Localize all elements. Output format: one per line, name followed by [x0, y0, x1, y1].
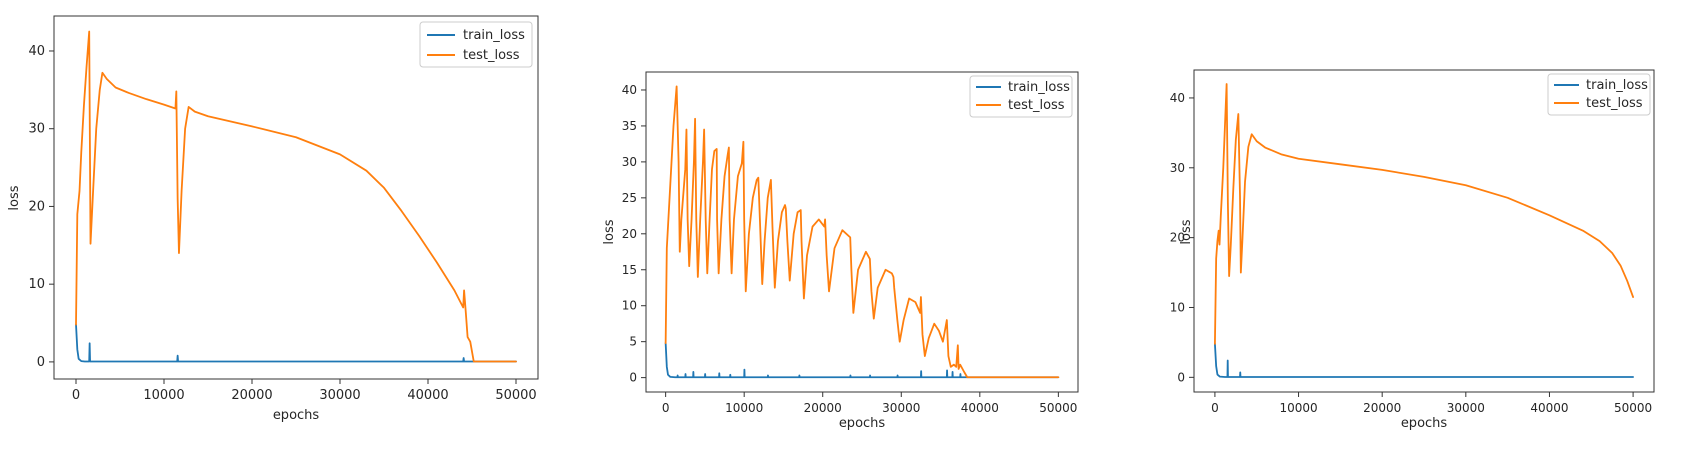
tick-group: 0 10000 20000 30000 40000 50000 0 10 20 30 40	[1170, 91, 1652, 415]
y-tick-label: 10	[622, 299, 637, 313]
series-line-test-loss	[664, 85, 1060, 379]
x-tick-label: 0	[662, 401, 670, 415]
plot-area-frame	[645, 71, 1079, 393]
y-tick-label: 15	[622, 263, 637, 277]
x-tick-label: 10000	[1279, 401, 1317, 415]
series-line-test-loss	[1214, 83, 1634, 345]
x-tick-label: 30000	[1447, 401, 1485, 415]
legend-label-test-loss: test_loss	[1586, 96, 1643, 111]
series-line-train-loss	[75, 323, 517, 363]
legend-label-train-loss: train_loss	[1008, 80, 1070, 95]
legend-label-train-loss: train_loss	[463, 28, 525, 43]
series-group	[664, 85, 1060, 379]
y-tick-label: 20	[1170, 231, 1185, 245]
x-tick-label: 20000	[1363, 401, 1401, 415]
legend: train_loss test_loss	[1547, 73, 1651, 116]
x-tick-label: 50000	[495, 388, 536, 403]
y-tick-label: 0	[37, 355, 45, 370]
y-tick-label: 25	[622, 191, 637, 205]
series-group	[1214, 83, 1634, 378]
x-axis-label: epochs	[273, 408, 320, 423]
y-axis-label: loss	[1179, 219, 1194, 244]
y-axis-label: loss	[7, 185, 22, 210]
series-line-train-loss	[1214, 342, 1634, 378]
y-tick-label: 5	[629, 335, 637, 349]
chart-panel-2: 0 10000 20000 30000 40000 50000 0 5 10 15 20 25 30 35…	[602, 71, 1079, 431]
y-tick-label: 40	[28, 44, 45, 59]
x-tick-label: 40000	[961, 401, 999, 415]
x-tick-label: 20000	[804, 401, 842, 415]
plot-area-frame	[1193, 69, 1655, 393]
legend: train_loss test_loss	[419, 21, 533, 68]
y-tick-label: 0	[629, 371, 637, 385]
plot-area-frame	[53, 15, 539, 380]
y-axis-label: loss	[602, 219, 617, 244]
legend-label-test-loss: test_loss	[1008, 98, 1065, 113]
chart-panel-1: 0 10000 20000 30000 40000 50000 0 10 20 30 40 epoc…	[7, 15, 539, 423]
x-tick-label: 0	[1211, 401, 1219, 415]
x-axis-label: epochs	[1401, 416, 1448, 431]
x-tick-label: 50000	[1614, 401, 1652, 415]
series-group	[75, 30, 517, 363]
y-tick-label: 10	[1170, 300, 1185, 314]
y-tick-label: 20	[28, 199, 45, 214]
x-tick-label: 20000	[231, 388, 272, 403]
x-tick-label: 40000	[1530, 401, 1568, 415]
y-tick-label: 30	[622, 155, 637, 169]
x-tick-label: 30000	[319, 388, 360, 403]
x-tick-label: 50000	[1039, 401, 1077, 415]
x-tick-label: 30000	[882, 401, 920, 415]
legend-label-train-loss: train_loss	[1586, 78, 1648, 93]
y-tick-label: 40	[1170, 91, 1185, 105]
tick-group: 0 10000 20000 30000 40000 50000 0 5 10 15 20 25 30 35…	[622, 83, 1078, 415]
x-tick-label: 10000	[143, 388, 184, 403]
y-tick-label: 20	[622, 227, 637, 241]
y-tick-label: 30	[28, 122, 45, 137]
y-tick-label: 10	[28, 277, 45, 292]
chart-panel-3: 0 10000 20000 30000 40000 50000 0 10 20 30 40 epoc…	[1170, 69, 1655, 431]
y-tick-label: 30	[1170, 161, 1185, 175]
y-tick-label: 40	[622, 83, 637, 97]
y-tick-label: 35	[622, 119, 637, 133]
series-line-train-loss	[664, 342, 1060, 379]
tick-group: 0 10000 20000 30000 40000 50000 0 10 20 30 40	[28, 44, 536, 403]
y-tick-label: 0	[1177, 370, 1185, 384]
x-tick-label: 40000	[407, 388, 448, 403]
x-tick-label: 10000	[725, 401, 763, 415]
series-line-test-loss	[75, 30, 517, 363]
x-tick-label: 0	[72, 388, 80, 403]
x-axis-label: epochs	[839, 416, 886, 431]
legend-label-test-loss: test_loss	[463, 48, 520, 63]
legend: train_loss test_loss	[969, 75, 1073, 118]
